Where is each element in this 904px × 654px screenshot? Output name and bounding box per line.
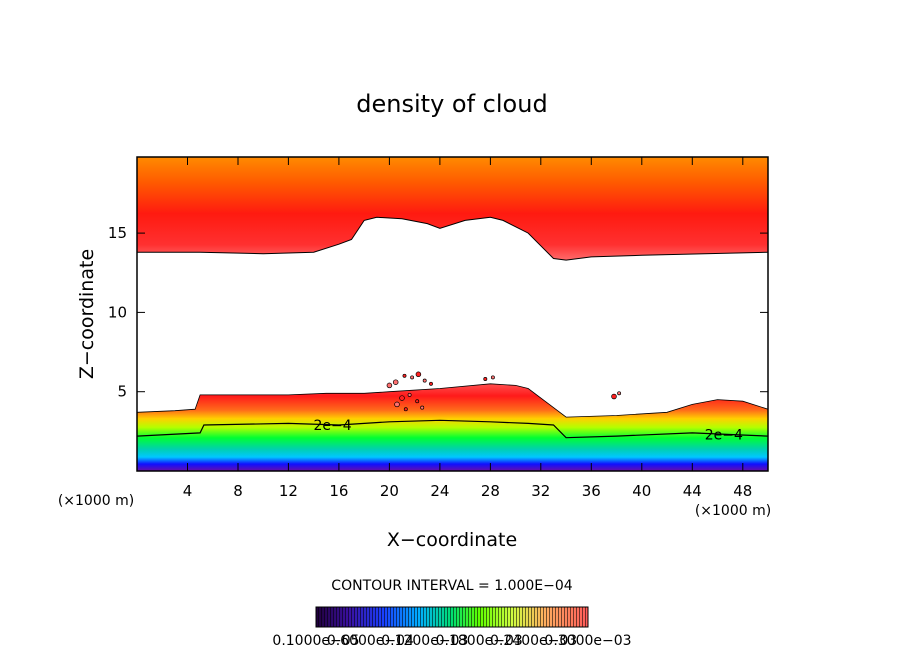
speckle bbox=[402, 373, 407, 378]
colorbar-frame bbox=[315, 606, 589, 628]
colorbar-label: 0.6000e−04 bbox=[327, 633, 414, 649]
speckle bbox=[429, 381, 433, 386]
lower-layer-boundary bbox=[137, 383, 768, 418]
x-tick-label: 36 bbox=[582, 482, 601, 500]
speckle bbox=[617, 391, 622, 396]
y-tick-label: 5 bbox=[117, 383, 127, 401]
y-tick-label: 15 bbox=[108, 224, 127, 242]
plot-area: 2e−4 2e−4 bbox=[137, 157, 768, 471]
speckle bbox=[392, 379, 399, 385]
x-tick-label: 48 bbox=[733, 482, 752, 500]
upper-cloud-layer bbox=[137, 157, 768, 261]
colorbar-label: 0.1800e−03 bbox=[436, 633, 523, 649]
x-tick-label: 44 bbox=[683, 482, 702, 500]
colorbar-label: 0.3000e−03 bbox=[544, 633, 631, 649]
plot-frame bbox=[136, 156, 769, 472]
x-tick-label: 12 bbox=[279, 482, 298, 500]
x-tick-label: 28 bbox=[481, 482, 500, 500]
contour-line-2e-4 bbox=[137, 419, 768, 439]
x-unit-left: (×1000 m) bbox=[58, 493, 134, 509]
contour-label: 2e−4 bbox=[314, 418, 352, 434]
speckle bbox=[410, 375, 415, 380]
lower-cloud-layer bbox=[137, 383, 768, 471]
x-tick-label: 16 bbox=[329, 482, 348, 500]
x-tick-label: 8 bbox=[233, 482, 243, 500]
speckle bbox=[422, 378, 427, 383]
speckle bbox=[415, 399, 420, 404]
y-tick-label: 10 bbox=[108, 303, 127, 321]
x-tick-label: 4 bbox=[183, 482, 193, 500]
colorbar-label: 0.1000e−05 bbox=[272, 633, 359, 649]
chart-title: density of cloud bbox=[356, 90, 547, 118]
x-axis-label: X−coordinate bbox=[387, 529, 517, 551]
speckle bbox=[399, 395, 405, 401]
speckle bbox=[611, 393, 617, 400]
colorbar-stripes bbox=[316, 607, 588, 627]
contour-interval-text: CONTOUR INTERVAL = 1.000E−04 bbox=[331, 578, 572, 594]
speckle bbox=[415, 371, 422, 378]
contour-labels: 2e−4 2e−4 bbox=[314, 418, 743, 444]
speckle bbox=[407, 392, 412, 397]
contour-label: 2e−4 bbox=[705, 428, 743, 444]
x-tick-label: 24 bbox=[430, 482, 449, 500]
x-tick-label: 40 bbox=[632, 482, 651, 500]
speckle bbox=[403, 407, 408, 412]
upper-layer-boundary bbox=[137, 216, 768, 261]
speckle bbox=[394, 401, 400, 408]
y-axis-label: Z−coordinate bbox=[76, 249, 98, 379]
colorbar-labels: 0.1000e−050.6000e−040.1200e−030.1800e−03… bbox=[272, 633, 631, 649]
x-axis-ticks: 4 8 12 16 20 24 28 32 36 40 44 48 bbox=[183, 157, 752, 500]
y-axis-ticks: 5 10 15 bbox=[108, 224, 768, 401]
x-unit-right: (×1000 m) bbox=[695, 503, 771, 519]
x-tick-label: 20 bbox=[380, 482, 399, 500]
convective-speckles bbox=[386, 371, 622, 412]
speckle bbox=[483, 377, 488, 381]
x-tick-label: 32 bbox=[531, 482, 550, 500]
colorbar bbox=[315, 606, 589, 628]
speckle bbox=[490, 375, 495, 380]
speckle bbox=[386, 382, 393, 389]
colorbar-label: 0.1200e−03 bbox=[381, 633, 468, 649]
colorbar-label: 0.2400e−03 bbox=[490, 633, 577, 649]
speckle bbox=[420, 405, 425, 410]
